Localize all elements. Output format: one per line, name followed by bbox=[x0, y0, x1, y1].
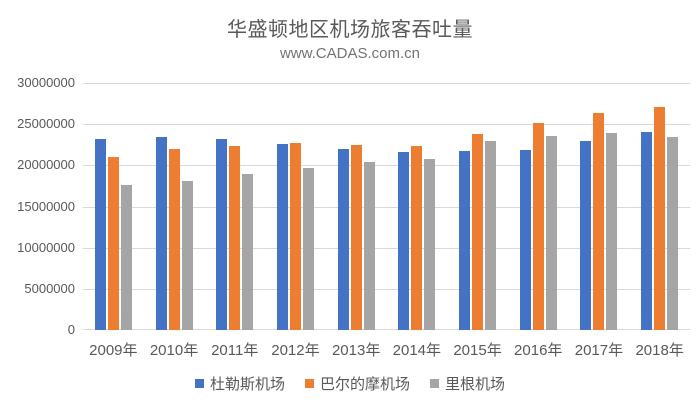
legend-item-reagan: 里根机场 bbox=[430, 373, 505, 394]
bar-baltimore-2017 bbox=[593, 113, 605, 330]
bar-reagan-2014 bbox=[424, 159, 436, 330]
bar-reagan-2015 bbox=[485, 141, 497, 330]
bar-baltimore-2013 bbox=[350, 145, 362, 330]
chart-title: 华盛顿地区机场旅客吞吐量 bbox=[227, 19, 473, 41]
bar-baltimore-2009 bbox=[107, 157, 119, 330]
x-axis-tick-label: 2018年 bbox=[635, 342, 684, 359]
bar-group-2018 bbox=[641, 107, 679, 330]
bar-reagan-2010 bbox=[181, 181, 193, 330]
bar-reagan-2009 bbox=[120, 185, 132, 330]
y-axis-tick-label: 20000000 bbox=[17, 157, 75, 172]
x-axis-line bbox=[83, 329, 690, 330]
gridline bbox=[83, 248, 690, 249]
y-axis-labels: 0 5000000 10000000 15000000 20000000 25000000… bbox=[0, 75, 75, 337]
legend: 杜勒斯机场 巴尔的摩机场 里根机场 bbox=[0, 373, 700, 394]
gridline bbox=[83, 165, 690, 166]
bar-reagan-2016 bbox=[545, 136, 557, 330]
legend-item-dulles: 杜勒斯机场 bbox=[194, 373, 285, 394]
x-axis-tick-label: 2017年 bbox=[574, 342, 624, 359]
x-axis-tick-label: 2011年 bbox=[211, 342, 259, 359]
x-axis-tick-label: 2015年 bbox=[453, 342, 502, 359]
x-axis-tick-label: 2014年 bbox=[392, 342, 442, 359]
legend-label-baltimore: 巴尔的摩机场 bbox=[319, 376, 410, 393]
bar-baltimore-2018 bbox=[654, 107, 666, 330]
bar-dulles-2014 bbox=[398, 152, 410, 330]
y-axis-tick-label: 5000000 bbox=[24, 281, 75, 296]
y-axis-tick-label: 10000000 bbox=[17, 240, 75, 255]
bar-group-2015 bbox=[459, 134, 497, 330]
bar-dulles-2016 bbox=[519, 150, 531, 330]
x-axis-tick-label: 2013年 bbox=[331, 342, 381, 359]
bar-reagan-2012 bbox=[302, 168, 314, 330]
bar-dulles-2015 bbox=[459, 151, 471, 330]
bar-group-2017 bbox=[580, 113, 618, 330]
bar-group-2014 bbox=[398, 146, 436, 330]
plot-area bbox=[83, 83, 690, 330]
y-axis-tick-label: 0 bbox=[67, 322, 75, 337]
legend-label-reagan: 里根机场 bbox=[445, 376, 506, 393]
legend-swatch-reagan bbox=[430, 379, 439, 388]
bar-dulles-2017 bbox=[580, 141, 592, 330]
bar-dulles-2013 bbox=[337, 149, 349, 330]
chart-subtitle: www.CADAS.com.cn bbox=[279, 45, 421, 62]
bar-group-2013 bbox=[337, 145, 375, 330]
bar-group-2011 bbox=[216, 139, 254, 330]
bar-group-2016 bbox=[519, 123, 557, 330]
bar-dulles-2009 bbox=[94, 139, 106, 330]
bar-group-2009 bbox=[94, 139, 132, 330]
bar-group-2010 bbox=[155, 137, 193, 330]
x-axis-tick-label: 2010年 bbox=[149, 342, 199, 359]
legend-item-baltimore: 巴尔的摩机场 bbox=[304, 373, 410, 394]
gridline bbox=[83, 83, 690, 84]
bar-reagan-2011 bbox=[242, 174, 254, 330]
bar-baltimore-2012 bbox=[289, 143, 301, 330]
bar-dulles-2018 bbox=[641, 132, 653, 330]
y-axis-tick-label: 30000000 bbox=[17, 75, 75, 90]
gridline bbox=[83, 207, 690, 208]
bar-reagan-2018 bbox=[667, 137, 679, 330]
bar-dulles-2012 bbox=[276, 144, 288, 330]
x-axis-labels: 2009年 2010年 2011年 2012年 2013年 2014年 2015年 2016年… bbox=[83, 339, 690, 359]
legend-swatch-baltimore bbox=[304, 379, 314, 388]
legend-label-dulles: 杜勒斯机场 bbox=[209, 376, 285, 393]
bar-baltimore-2016 bbox=[532, 123, 544, 330]
x-axis-tick-label: 2012年 bbox=[271, 342, 320, 359]
gridline bbox=[83, 124, 690, 125]
y-axis-tick-label: 25000000 bbox=[17, 116, 75, 131]
bar-baltimore-2011 bbox=[229, 146, 241, 330]
bar-group-2012 bbox=[276, 143, 314, 330]
bar-reagan-2013 bbox=[363, 162, 375, 330]
y-axis-tick-label: 15000000 bbox=[17, 199, 75, 214]
x-axis-tick-label: 2016年 bbox=[514, 342, 563, 359]
bar-dulles-2011 bbox=[216, 139, 228, 330]
bar-dulles-2010 bbox=[155, 137, 167, 330]
bar-baltimore-2010 bbox=[168, 149, 180, 330]
x-axis-tick-label: 2009年 bbox=[89, 342, 138, 359]
legend-swatch-dulles bbox=[194, 379, 204, 388]
bar-baltimore-2014 bbox=[411, 146, 423, 330]
bar-baltimore-2015 bbox=[472, 134, 484, 330]
gridline bbox=[83, 289, 690, 290]
bar-reagan-2017 bbox=[606, 133, 618, 330]
